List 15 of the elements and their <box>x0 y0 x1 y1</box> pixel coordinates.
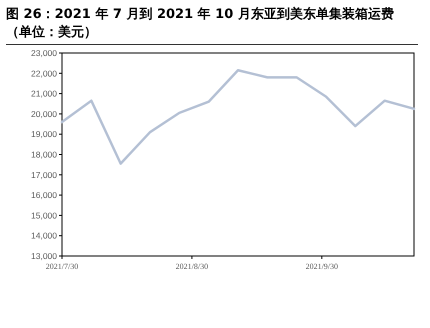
y-tick-label: 19,000 <box>31 129 58 140</box>
y-tick-label: 20,000 <box>31 108 58 119</box>
x-tick-label: 2021/7/30 <box>46 262 78 271</box>
y-tick-label: 23,000 <box>31 48 58 58</box>
y-tick-label: 18,000 <box>31 150 58 160</box>
y-tick-label: 15,000 <box>31 210 58 220</box>
y-tick-label: 17,000 <box>31 170 58 180</box>
x-tick-label: 2021/8/30 <box>176 262 208 271</box>
y-tick-label: 22,000 <box>31 68 58 78</box>
chart-title: 图 26：2021 年 7 月到 2021 年 10 月东亚到美东单集装箱运费（单位：美元） <box>6 6 395 42</box>
y-tick-label: 14,000 <box>31 230 58 241</box>
x-tick-label: 2021/9/30 <box>306 262 338 271</box>
y-tick-label: 13,000 <box>31 251 58 261</box>
y-tick-label: 16,000 <box>31 190 58 200</box>
y-tick-label: 21,000 <box>31 88 58 99</box>
